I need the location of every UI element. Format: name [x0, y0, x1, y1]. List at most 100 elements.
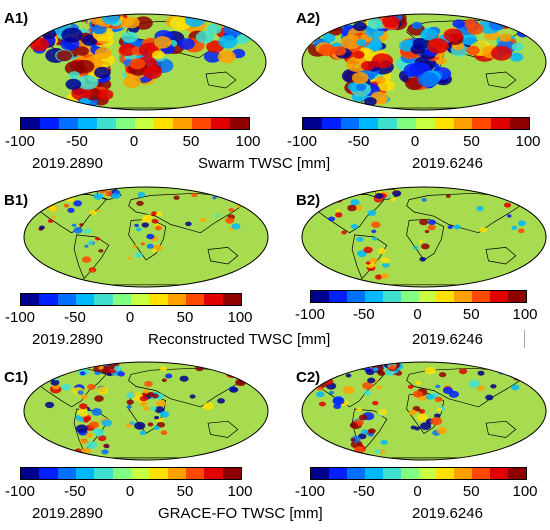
- anomaly-blob: [316, 391, 325, 398]
- anomaly-blob: [315, 369, 326, 377]
- anomaly-blob: [29, 37, 49, 52]
- anomaly-blob: [426, 38, 449, 54]
- anomaly-blob: [353, 21, 367, 32]
- colorbar-swatch: [418, 468, 437, 479]
- anomaly-blob: [98, 249, 104, 253]
- anomaly-blob: [65, 78, 82, 90]
- anomaly-blob: [75, 424, 88, 433]
- map-b1: [23, 186, 269, 288]
- anomaly-blob: [152, 50, 165, 60]
- colorbar-a2: [302, 117, 530, 130]
- anomaly-blob: [173, 195, 180, 200]
- anomaly-blob: [347, 204, 357, 212]
- anomaly-blob: [155, 211, 163, 217]
- continent-outline: [406, 367, 524, 408]
- anomaly-blob: [372, 367, 379, 372]
- colorbar-swatch: [453, 118, 473, 129]
- anomaly-blob: [101, 449, 109, 455]
- anomaly-blob: [445, 194, 451, 198]
- anomaly-blob: [178, 38, 195, 50]
- panel-label-c1: C1): [4, 369, 29, 386]
- panel-label-c2: C2): [296, 369, 321, 386]
- anomaly-blob: [453, 224, 461, 230]
- anomaly-blob: [356, 39, 367, 47]
- anomaly-blob: [89, 210, 97, 215]
- anomaly-blob: [143, 389, 150, 394]
- anomaly-blob: [132, 244, 137, 248]
- anomaly-blob: [30, 17, 45, 28]
- anomaly-blob: [159, 411, 170, 418]
- colorbar-swatch: [130, 468, 150, 479]
- anomaly-blob: [146, 243, 154, 249]
- map-a2: [301, 13, 547, 111]
- tick-label: 50: [462, 483, 480, 500]
- date-label-c2: 2019.6246: [412, 505, 483, 522]
- tick-label: 100: [512, 306, 538, 323]
- anomaly-blob: [207, 23, 222, 35]
- anomaly-blob: [81, 34, 98, 46]
- colorbar-swatch: [311, 291, 329, 302]
- colorbar-swatch: [472, 468, 491, 479]
- anomaly-blob: [434, 396, 443, 402]
- anomaly-blob: [476, 206, 484, 212]
- anomaly-blob: [156, 400, 166, 407]
- anomaly-blob: [228, 207, 235, 212]
- tick-label: 0: [125, 309, 135, 326]
- anomaly-blob: [413, 246, 418, 250]
- anomaly-blob: [332, 46, 347, 56]
- tick-label: 50: [462, 306, 480, 323]
- anomaly-blob: [318, 44, 336, 57]
- anomaly-blob: [350, 223, 359, 230]
- anomaly-blob: [510, 52, 524, 62]
- anomaly-blob: [375, 76, 386, 84]
- colorbar-swatch: [222, 468, 241, 479]
- anomaly-blob: [136, 200, 144, 206]
- anomaly-blob: [217, 398, 226, 404]
- colorbar-swatch: [328, 291, 347, 302]
- anomaly-blob: [371, 237, 378, 241]
- anomaly-blob: [413, 392, 419, 397]
- anomaly-blob: [361, 60, 375, 71]
- anomaly-blob: [191, 192, 198, 198]
- tick-label: -100: [4, 309, 36, 326]
- row-caption-b: Reconstructed TWSC [mm]: [148, 331, 331, 348]
- colorbar-swatch: [57, 468, 76, 479]
- colorbar-swatch: [149, 294, 168, 305]
- anomaly-blob: [371, 229, 377, 234]
- colorbar-swatch: [397, 118, 416, 129]
- colorbar-swatch: [204, 468, 223, 479]
- anomaly-blob: [139, 430, 147, 436]
- tick-label: -100: [286, 133, 318, 150]
- anomaly-blob: [140, 242, 145, 246]
- colorbar-a1: [20, 117, 250, 130]
- anomaly-blob: [126, 405, 132, 409]
- anomaly-blob: [226, 369, 238, 379]
- anomaly-blob: [364, 97, 377, 106]
- anomaly-blob: [79, 371, 86, 376]
- anomaly-blob: [79, 438, 89, 445]
- anomaly-blob: [35, 366, 45, 373]
- anomaly-blob: [41, 28, 57, 40]
- colorbar-swatch: [359, 118, 379, 129]
- tick-label: 100: [227, 309, 253, 326]
- colorbar-swatch: [40, 118, 59, 129]
- anomaly-blob: [418, 409, 426, 414]
- anomaly-blob: [374, 192, 384, 199]
- anomaly-blob: [68, 71, 81, 80]
- anomaly-blob: [316, 386, 323, 391]
- anomaly-blob: [97, 386, 109, 395]
- anomaly-blob: [419, 257, 426, 262]
- colorbar-swatch: [185, 294, 205, 305]
- colorbar-swatch: [112, 294, 131, 305]
- map-c2: [301, 361, 547, 461]
- date-label-b2: 2019.6246: [412, 331, 483, 348]
- anomaly-blob: [382, 262, 390, 268]
- anomaly-blob: [122, 16, 140, 29]
- anomaly-blob: [358, 433, 367, 440]
- anomaly-blob: [153, 36, 172, 49]
- anomaly-blob: [55, 366, 65, 373]
- anomaly-blob: [342, 385, 355, 395]
- anomaly-blob: [477, 370, 485, 376]
- colorbar-swatch: [21, 118, 40, 129]
- colorbar-swatch: [211, 118, 230, 129]
